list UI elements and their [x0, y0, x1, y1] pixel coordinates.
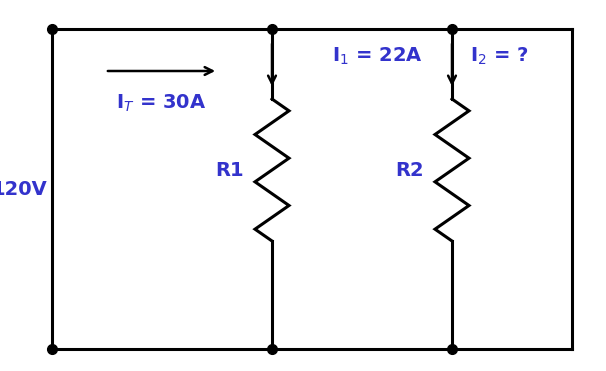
Text: R2: R2 — [396, 161, 424, 180]
Text: I$_1$ = 22A: I$_1$ = 22A — [332, 46, 423, 67]
Text: I$_T$ = 30A: I$_T$ = 30A — [116, 92, 207, 114]
Text: 120V: 120V — [0, 180, 48, 198]
Text: I$_2$ = ?: I$_2$ = ? — [470, 46, 528, 67]
Text: R1: R1 — [216, 161, 244, 180]
